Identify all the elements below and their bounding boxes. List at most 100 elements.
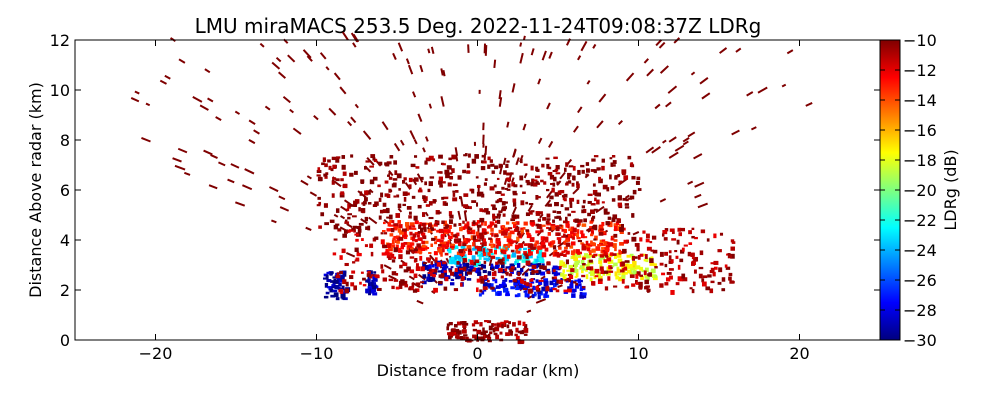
data-cell (385, 162, 390, 167)
data-cell (380, 264, 384, 269)
data-cell (526, 309, 532, 313)
data-cell (333, 292, 339, 297)
data-cell (610, 235, 614, 241)
data-cell (495, 334, 500, 340)
data-cell (730, 253, 735, 259)
data-cell (369, 165, 374, 168)
x-tick-label: −10 (300, 344, 334, 363)
data-cell (465, 336, 469, 341)
data-cell (361, 238, 364, 241)
data-cell (682, 277, 688, 282)
data-cell (488, 237, 492, 240)
data-cell (380, 239, 385, 245)
data-cell (565, 259, 569, 265)
data-cell (481, 154, 486, 158)
data-cell (503, 177, 508, 186)
data-cell (591, 158, 596, 162)
data-cell (362, 201, 366, 206)
data-cell (618, 224, 622, 227)
data-cell (505, 332, 510, 337)
data-cell (498, 213, 502, 219)
data-cell (628, 197, 633, 200)
data-cell (444, 252, 449, 256)
data-cell (521, 339, 525, 344)
data-cell (354, 103, 359, 109)
data-cell (593, 253, 598, 257)
data-cell (331, 285, 337, 289)
data-cell (634, 243, 640, 247)
data-cell (463, 334, 468, 337)
data-cell (364, 244, 368, 248)
data-cell (411, 227, 417, 230)
data-cell (659, 251, 664, 257)
data-cell (582, 263, 586, 266)
data-cell (624, 260, 630, 263)
data-cell (512, 240, 517, 243)
y-tick-label: 12 (50, 31, 70, 50)
data-cell (433, 199, 437, 203)
data-cell (450, 278, 455, 282)
data-cell (550, 182, 553, 186)
data-cell (518, 284, 523, 288)
data-cell (701, 281, 707, 287)
data-cell (383, 218, 389, 224)
data-cell (480, 221, 484, 226)
data-cell (424, 181, 428, 186)
y-tick-label: 4 (60, 231, 70, 250)
data-cell (365, 288, 370, 294)
data-cell (426, 267, 432, 271)
data-cell (735, 47, 742, 53)
data-cell (631, 255, 636, 261)
data-cell (264, 105, 271, 111)
data-cell (412, 91, 417, 98)
data-cell (208, 184, 218, 190)
data-cell (448, 224, 452, 229)
data-cell (658, 41, 666, 49)
data-cell (524, 324, 528, 329)
data-cell (519, 330, 525, 335)
data-cell (577, 55, 582, 61)
data-cell (495, 244, 499, 249)
data-cell (556, 253, 561, 258)
data-cell (643, 58, 650, 64)
data-cell (525, 255, 529, 260)
data-cell (625, 72, 635, 82)
data-cell (397, 228, 402, 233)
x-tick-label: 20 (789, 344, 809, 363)
data-cell (402, 191, 408, 196)
data-cell (534, 175, 540, 179)
data-cell (580, 233, 585, 239)
data-cell (467, 248, 472, 252)
data-cell (630, 267, 635, 271)
data-cell (611, 164, 616, 167)
data-cell (460, 226, 466, 231)
data-cell (580, 230, 584, 235)
data-cell (529, 220, 535, 223)
data-cell (652, 276, 658, 281)
data-cell (567, 213, 571, 217)
data-cell (318, 201, 322, 205)
data-cell (568, 264, 574, 270)
data-cell (557, 232, 561, 236)
data-cell (717, 281, 722, 285)
data-cell (492, 216, 496, 221)
data-cell (441, 244, 447, 248)
data-cell (441, 220, 445, 224)
data-cell (463, 204, 469, 209)
data-cell (514, 333, 518, 337)
data-cell (750, 126, 757, 131)
data-cell (490, 163, 495, 167)
data-cell (340, 191, 345, 196)
data-cell (374, 201, 379, 206)
data-cell (501, 268, 507, 274)
data-cell (444, 202, 448, 206)
data-cell (631, 236, 637, 242)
data-cell (530, 165, 534, 171)
data-cell (368, 188, 374, 194)
data-cell (328, 107, 337, 116)
data-cell (554, 192, 559, 197)
data-cell (630, 162, 634, 166)
data-cell (635, 180, 640, 185)
data-cell (604, 247, 610, 253)
data-cell (671, 231, 675, 234)
